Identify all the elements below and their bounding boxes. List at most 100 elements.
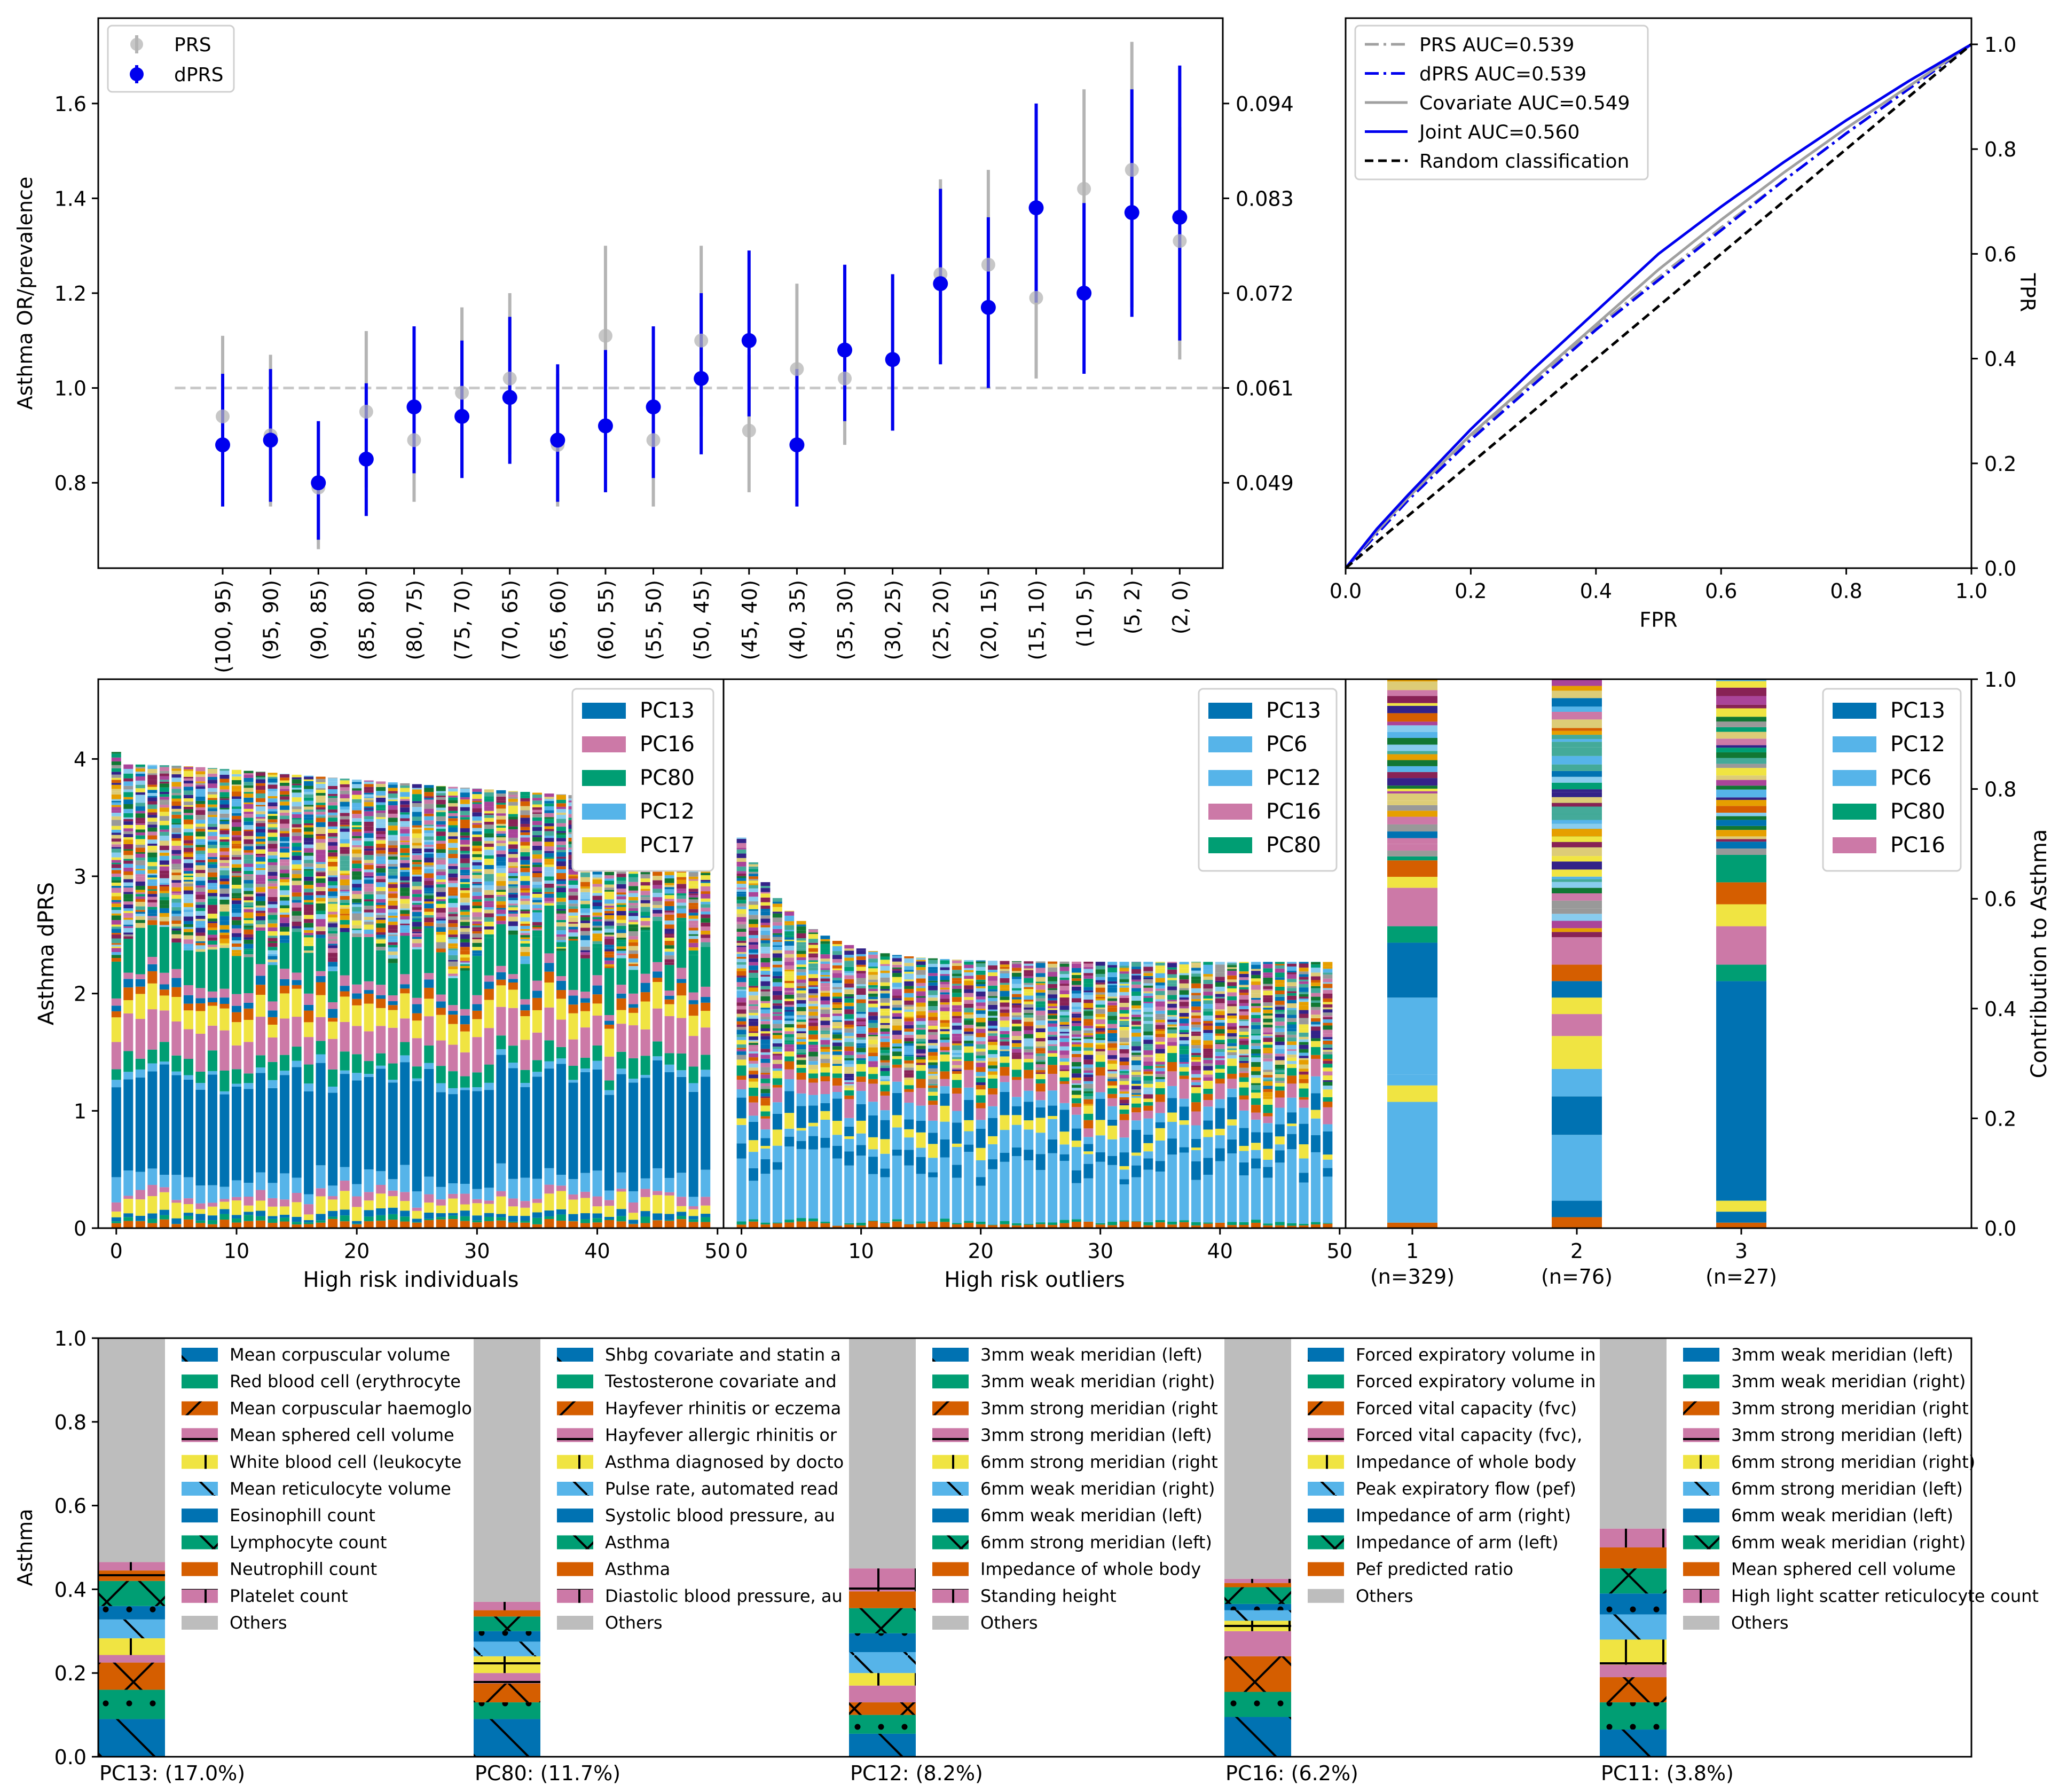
bar-segment	[580, 1173, 591, 1192]
bar-segment	[688, 915, 698, 919]
bar-segment	[1024, 978, 1034, 983]
bar-segment	[304, 953, 314, 994]
bar-segment	[376, 856, 386, 860]
bar-segment	[580, 882, 591, 887]
bar-segment	[1048, 1139, 1058, 1153]
bar-segment	[628, 893, 639, 897]
bar-segment	[1024, 1013, 1034, 1015]
bar-segment	[556, 814, 566, 819]
bar-segment	[436, 849, 446, 853]
bar-segment	[171, 814, 182, 819]
bar-segment	[159, 783, 169, 788]
bar-segment	[352, 916, 362, 921]
bar-segment	[856, 1017, 866, 1019]
bar-segment	[207, 997, 217, 1002]
bar-segment	[749, 871, 758, 874]
bar-segment	[159, 794, 169, 797]
bar-segment	[316, 938, 326, 971]
bar-segment	[460, 910, 470, 912]
bar-segment	[856, 966, 866, 971]
bar-segment	[916, 961, 926, 965]
bar-segment	[832, 1021, 842, 1027]
bar-segment	[436, 908, 446, 913]
bar-segment	[376, 795, 386, 798]
bar-segment	[604, 936, 615, 939]
bar-segment	[231, 913, 241, 917]
bar-segment	[135, 899, 145, 902]
bar-segment	[268, 1001, 278, 1011]
bar-segment	[520, 872, 530, 876]
bar-segment	[219, 809, 230, 814]
bar-segment	[556, 831, 566, 833]
bar-segment	[304, 823, 314, 826]
bar-segment	[592, 985, 602, 995]
bar-segment	[832, 1158, 842, 1226]
bar-segment	[304, 791, 314, 795]
bar-segment	[159, 1175, 169, 1188]
bar-segment	[772, 1003, 782, 1006]
bar-segment	[1035, 1025, 1046, 1028]
bar-segment	[376, 995, 386, 999]
bar-segment	[400, 910, 410, 914]
bar-segment	[592, 933, 602, 938]
bar-segment	[544, 1184, 554, 1194]
bar-segment	[868, 1047, 878, 1051]
bar-segment	[640, 878, 650, 882]
bar-segment	[472, 956, 482, 995]
bar-segment	[736, 861, 746, 867]
bar-segment	[292, 824, 302, 828]
bar-segment	[111, 829, 121, 833]
bar-segment	[508, 1222, 518, 1228]
bar-segment	[988, 1040, 998, 1042]
bar-segment	[292, 832, 302, 836]
bar-segment	[964, 1020, 974, 1025]
bar-segment	[820, 1017, 830, 1021]
bar-segment	[880, 982, 890, 986]
bar-segment	[388, 945, 398, 948]
bar-segment	[664, 945, 674, 949]
bar-segment	[159, 801, 169, 805]
bar-segment	[135, 824, 145, 830]
bar-segment	[904, 993, 914, 997]
bar-segment	[147, 886, 158, 890]
bar-segment	[844, 996, 854, 999]
bar-segment	[868, 979, 878, 983]
bar-segment	[856, 1013, 866, 1018]
bar-segment	[701, 914, 711, 918]
bar-segment	[532, 926, 542, 929]
bar-segment	[1024, 968, 1034, 970]
bar-segment	[688, 881, 698, 885]
bar-segment	[292, 801, 302, 807]
bar-segment	[159, 1192, 169, 1210]
bar-segment	[147, 897, 158, 900]
bar-segment	[111, 929, 121, 933]
bar-segment	[1035, 1154, 1046, 1170]
bar-segment	[532, 845, 542, 851]
bar-segment	[749, 897, 758, 902]
bar-segment	[376, 906, 386, 908]
bar-segment	[304, 806, 314, 810]
bar-segment	[256, 785, 266, 790]
bar-segment	[243, 825, 254, 830]
bar-segment	[412, 897, 422, 901]
bar-segment	[424, 1194, 434, 1203]
prs-point	[742, 423, 756, 438]
bar-segment	[677, 877, 687, 880]
bar-segment	[892, 973, 902, 977]
bar-segment	[616, 933, 626, 938]
bar-segment	[1035, 1079, 1046, 1084]
bar-segment	[640, 983, 650, 993]
bar-segment	[183, 890, 193, 894]
bar-segment	[159, 908, 169, 913]
bar-segment	[292, 888, 302, 893]
bar-segment	[219, 875, 230, 879]
bar-segment	[1035, 1056, 1046, 1060]
bar-segment	[904, 1085, 914, 1089]
bar-segment	[1011, 1076, 1021, 1080]
bar-segment	[268, 912, 278, 915]
bar-segment	[701, 879, 711, 882]
bar-segment	[352, 814, 362, 819]
bar-segment	[352, 799, 362, 803]
bar-segment	[964, 1025, 974, 1028]
bar-segment	[532, 792, 542, 795]
